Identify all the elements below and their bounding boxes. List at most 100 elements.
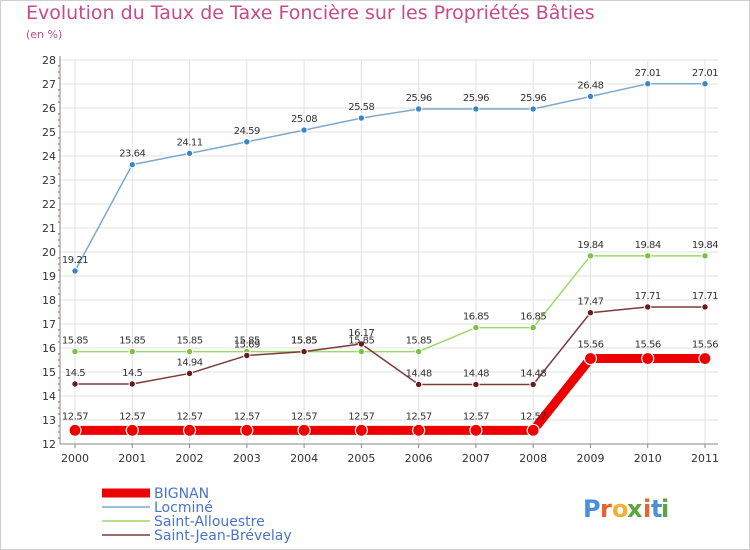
data-point-saint-allouestre — [128, 347, 136, 356]
chart-title: Evolution du Taux de Taxe Foncière sur l… — [26, 2, 595, 24]
logo-letter: P — [583, 495, 601, 523]
data-label: 15.85 — [348, 336, 374, 347]
legend-label-saint-allouestre: Saint-Allouestre — [154, 514, 265, 530]
data-label: 19.21 — [62, 255, 88, 266]
data-label: 15.56 — [577, 340, 603, 351]
data-label: 14.94 — [176, 357, 202, 368]
data-point-locmine — [701, 80, 709, 88]
data-point-bignan — [698, 351, 712, 366]
y-tick-label: 26 — [42, 102, 56, 115]
data-point-locmine — [71, 267, 79, 275]
y-tick-label: 28 — [42, 54, 56, 67]
data-label: 25.96 — [406, 93, 432, 104]
data-point-saint-jean-brevelay — [529, 380, 537, 389]
data-point-locmine — [529, 105, 537, 113]
series-layer — [68, 80, 712, 437]
data-label: 12.57 — [291, 411, 317, 422]
data-label: 12.57 — [176, 411, 202, 422]
x-tick-label: 2010 — [634, 452, 662, 465]
data-label: 14.48 — [406, 368, 432, 379]
data-label: 25.08 — [291, 114, 317, 125]
data-point-saint-jean-brevelay — [300, 347, 308, 356]
x-tick-label: 2000 — [61, 452, 89, 465]
data-point-bignan — [240, 423, 254, 437]
data-point-saint-jean-brevelay — [71, 380, 79, 388]
x-tick-label: 2008 — [519, 452, 547, 465]
y-tick-label: 12 — [42, 438, 56, 451]
logo-letter: r — [600, 495, 612, 523]
y-tick-label: 23 — [42, 174, 56, 187]
data-point-saint-jean-brevelay — [414, 380, 423, 389]
logo-letter: i — [661, 495, 669, 523]
data-point-bignan — [469, 423, 483, 437]
y-tick-label: 15 — [42, 366, 56, 379]
data-label: 12.57 — [348, 411, 374, 422]
logo-letter: t — [651, 495, 662, 523]
y-tick-label: 14 — [42, 390, 56, 403]
data-label: 12.57 — [463, 411, 489, 422]
logo-letter: o — [612, 495, 629, 523]
data-point-saint-jean-brevelay — [586, 309, 595, 317]
data-label: 27.01 — [692, 68, 718, 79]
data-label: 15.85 — [62, 336, 88, 347]
series-line-saint-allouestre — [74, 255, 706, 353]
data-point-saint-allouestre — [185, 347, 194, 356]
data-label: 25.96 — [463, 93, 489, 104]
y-tick-label: 27 — [42, 78, 56, 91]
data-label: 23.64 — [119, 149, 145, 160]
data-point-bignan — [297, 423, 311, 437]
data-point-saint-allouestre — [414, 347, 423, 356]
x-tick-label: 2009 — [576, 452, 604, 465]
data-label: 19.84 — [577, 240, 603, 251]
data-point-locmine — [644, 80, 652, 88]
x-tick-label: 2011 — [691, 452, 719, 465]
data-point-saint-jean-brevelay — [357, 340, 366, 348]
data-point-saint-jean-brevelay — [644, 303, 652, 311]
legend: BIGNANLocminéSaint-AllouestreSaint-Jean-… — [102, 486, 292, 544]
data-point-bignan — [182, 423, 197, 437]
data-point-bignan — [412, 423, 426, 437]
data-label: 15.85 — [119, 336, 145, 347]
data-label: 14.48 — [520, 368, 546, 379]
data-point-saint-allouestre — [71, 347, 79, 356]
data-point-locmine — [357, 114, 366, 122]
y-tick-label: 13 — [42, 414, 56, 427]
series-line-bignan — [70, 354, 710, 435]
data-label: 25.58 — [348, 102, 374, 113]
data-label: 15.56 — [692, 340, 718, 351]
data-label: 15.85 — [406, 336, 432, 347]
y-tick-label: 16 — [42, 342, 56, 355]
data-point-saint-allouestre — [586, 252, 595, 260]
data-point-locmine — [300, 126, 308, 134]
data-point-bignan — [354, 423, 368, 437]
data-point-locmine — [414, 105, 423, 113]
data-label: 19.84 — [692, 240, 718, 251]
y-tick-label: 24 — [42, 150, 56, 163]
data-label: 27.01 — [635, 68, 661, 79]
series-line-locmine — [74, 83, 706, 272]
y-tick-label: 17 — [42, 318, 56, 331]
data-label: 14.48 — [463, 368, 489, 379]
data-point-saint-allouestre — [529, 323, 537, 332]
data-point-saint-jean-brevelay — [185, 369, 194, 378]
x-tick-label: 2001 — [118, 452, 146, 465]
data-labels: 19.21 23.64 24.11 24.59 25.08 25.58 25.96 25.96… — [62, 68, 719, 423]
legend-label-saint-jean-brevelay: Saint-Jean-Brévelay — [154, 528, 292, 544]
legend-label-locmine: Locminé — [154, 500, 213, 516]
data-point-bignan — [641, 351, 655, 366]
x-tick-label: 2004 — [290, 452, 318, 465]
unit-label: (en %) — [26, 28, 63, 41]
data-label: 17.47 — [577, 297, 603, 308]
data-label: 16.85 — [520, 312, 546, 323]
x-tick-label: 2005 — [347, 452, 375, 465]
data-point-locmine — [243, 138, 251, 146]
data-point-bignan — [125, 423, 139, 437]
data-label: 16.85 — [463, 312, 489, 323]
y-tick-label: 18 — [42, 294, 56, 307]
y-tick-label: 22 — [42, 198, 56, 211]
data-label: 15.85 — [176, 336, 202, 347]
legend-label-bignan: BIGNAN — [154, 486, 209, 502]
